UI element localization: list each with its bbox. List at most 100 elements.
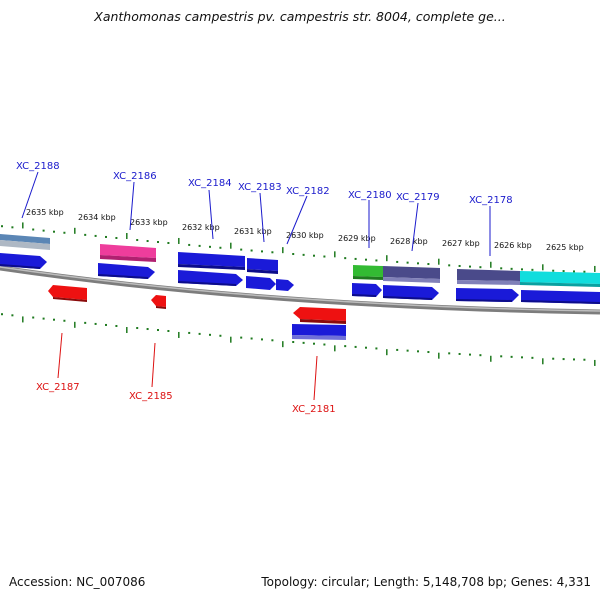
inner-minor-tick bbox=[146, 328, 149, 331]
topology-text: Topology: circular; Length: 5,148,708 bp… bbox=[261, 575, 591, 589]
outer-minor-tick bbox=[1, 225, 3, 228]
inner-minor-tick bbox=[406, 349, 409, 352]
outer-major-tick bbox=[594, 265, 596, 272]
accession-text: Accession: NC_007086 bbox=[9, 575, 146, 589]
outer-minor-tick bbox=[510, 267, 513, 270]
outer-major-tick bbox=[490, 261, 492, 268]
gene-steel-block[interactable] bbox=[0, 234, 50, 250]
outer-minor-tick bbox=[552, 269, 555, 272]
gene-magenta-block[interactable] bbox=[100, 244, 156, 262]
inner-minor-tick bbox=[448, 352, 451, 355]
map-title: Xanthomonas campestris pv. campestris st… bbox=[94, 9, 506, 24]
tick-label-2627: 2627 kbp bbox=[442, 239, 480, 248]
inner-minor-tick bbox=[136, 327, 139, 330]
outer-tick-track bbox=[1, 222, 596, 273]
gene-arrow-forward-2[interactable] bbox=[98, 263, 155, 279]
reverse-label-lines bbox=[57, 332, 318, 401]
inner-tick-track bbox=[1, 313, 596, 366]
inner-minor-tick bbox=[32, 316, 35, 319]
outer-minor-tick bbox=[198, 244, 201, 247]
outer-minor-tick bbox=[157, 241, 159, 244]
outer-minor-tick bbox=[209, 245, 211, 248]
inner-minor-tick bbox=[167, 329, 170, 332]
inner-minor-tick bbox=[1, 313, 3, 316]
gene-arrow-forward-11[interactable] bbox=[521, 290, 600, 304]
gene-label-XC_2180[interactable]: XC_2180 bbox=[348, 190, 392, 201]
gene-arrow-forward-8[interactable] bbox=[352, 283, 382, 297]
gene-label-XC_2188[interactable]: XC_2188 bbox=[16, 161, 60, 172]
outer-minor-tick bbox=[11, 226, 14, 229]
outer-minor-tick bbox=[500, 267, 503, 270]
inner-minor-tick bbox=[573, 358, 575, 361]
gene-label-XC_2181[interactable]: XC_2181 bbox=[292, 404, 336, 415]
outer-minor-tick bbox=[458, 264, 461, 267]
outer-minor-tick bbox=[146, 240, 149, 243]
tick-label-2625: 2625 kbp bbox=[546, 243, 584, 252]
inner-minor-tick bbox=[354, 345, 357, 348]
gene-arrow-reverse-2181[interactable] bbox=[293, 307, 346, 324]
outer-minor-tick bbox=[271, 251, 274, 254]
outer-minor-tick bbox=[583, 270, 586, 273]
gene-label-XC_2186[interactable]: XC_2186 bbox=[113, 171, 157, 182]
inner-minor-tick bbox=[209, 333, 211, 336]
tick-label-2634: 2634 kbp bbox=[78, 213, 116, 222]
outer-minor-tick bbox=[573, 270, 575, 273]
gene-block-forward-5[interactable] bbox=[247, 258, 278, 274]
gene-arrow-reverse-2187[interactable] bbox=[48, 285, 87, 302]
inner-minor-tick bbox=[84, 321, 87, 324]
inner-major-tick bbox=[178, 331, 180, 338]
outer-minor-tick bbox=[448, 264, 451, 267]
inner-minor-tick bbox=[479, 354, 482, 357]
outer-minor-tick bbox=[427, 263, 430, 266]
inner-major-tick bbox=[542, 358, 544, 365]
gene-cyan-block[interactable] bbox=[520, 271, 600, 287]
inner-minor-tick bbox=[458, 352, 461, 355]
forward-gene-labels: XC_2188 XC_2186 XC_2184 XC_2183 XC_2182 … bbox=[16, 161, 513, 206]
gene-arrow-forward-1[interactable] bbox=[0, 253, 47, 269]
tick-label-2635: 2635 kbp bbox=[26, 208, 64, 217]
gene-navy-block-1[interactable] bbox=[383, 266, 440, 283]
gene-label-XC_2185[interactable]: XC_2185 bbox=[129, 391, 173, 402]
gene-label-XC_2184[interactable]: XC_2184 bbox=[188, 178, 232, 189]
tick-label-2629: 2629 kbp bbox=[338, 234, 376, 243]
outer-minor-tick bbox=[406, 261, 409, 264]
gene-arrow-forward-7[interactable] bbox=[276, 279, 294, 291]
gene-block-forward-12[interactable] bbox=[292, 324, 346, 340]
inner-major-tick bbox=[594, 359, 596, 366]
gene-arrow-forward-4[interactable] bbox=[178, 270, 243, 286]
outer-minor-tick bbox=[302, 253, 305, 256]
inner-minor-tick bbox=[396, 348, 399, 351]
gene-arrow-forward-10[interactable] bbox=[456, 288, 519, 302]
inner-minor-tick bbox=[11, 314, 14, 317]
inner-minor-tick bbox=[313, 342, 315, 345]
tick-label-2631: 2631 kbp bbox=[234, 227, 272, 236]
tick-labels: 2635 kbp 2634 kbp 2633 kbp 2632 kbp 2631… bbox=[26, 208, 584, 252]
gene-arrow-reverse-2185[interactable] bbox=[151, 295, 166, 309]
inner-major-tick bbox=[282, 341, 284, 348]
tick-label-2630: 2630 kbp bbox=[286, 231, 324, 240]
gene-label-XC_2187[interactable]: XC_2187 bbox=[36, 382, 80, 393]
inner-major-tick bbox=[386, 349, 388, 356]
gene-label-XC_2183[interactable]: XC_2183 bbox=[238, 182, 282, 193]
gene-arrow-forward-9[interactable] bbox=[383, 285, 439, 300]
gene-label-XC_2179[interactable]: XC_2179 bbox=[396, 192, 440, 203]
gene-block-forward-3[interactable] bbox=[178, 252, 245, 270]
outer-minor-tick bbox=[250, 249, 253, 252]
outer-major-tick bbox=[178, 237, 180, 244]
outer-minor-tick bbox=[105, 235, 107, 238]
outer-major-tick bbox=[126, 233, 128, 240]
inner-minor-tick bbox=[323, 343, 326, 346]
gene-label-XC_2182[interactable]: XC_2182 bbox=[286, 186, 330, 197]
outer-minor-tick bbox=[53, 230, 55, 233]
outer-minor-tick bbox=[469, 265, 471, 268]
gene-arrow-forward-6[interactable] bbox=[246, 276, 276, 290]
inner-minor-tick bbox=[500, 355, 503, 358]
gene-green-block[interactable] bbox=[353, 265, 383, 280]
outer-minor-tick bbox=[531, 268, 534, 271]
inner-minor-tick bbox=[63, 319, 66, 322]
gene-navy-block-2[interactable] bbox=[457, 269, 520, 285]
gene-label-XC_2178[interactable]: XC_2178 bbox=[469, 195, 513, 206]
inner-minor-tick bbox=[271, 339, 274, 342]
outer-minor-tick bbox=[42, 229, 45, 232]
